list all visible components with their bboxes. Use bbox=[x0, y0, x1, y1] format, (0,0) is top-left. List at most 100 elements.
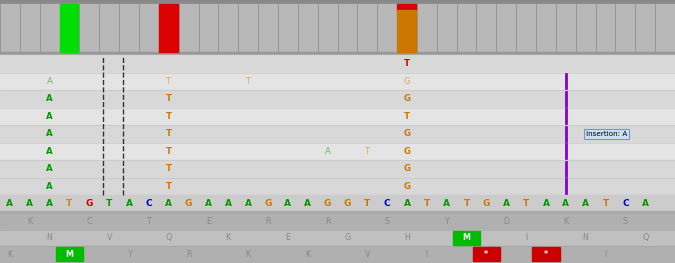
Bar bbox=[453, 231, 481, 245]
Text: A: A bbox=[562, 199, 569, 208]
Bar bbox=[0, 143, 675, 160]
Text: S: S bbox=[623, 217, 628, 226]
Text: A: A bbox=[126, 199, 132, 208]
Text: E: E bbox=[206, 217, 211, 226]
Bar bbox=[532, 247, 560, 261]
Text: A: A bbox=[47, 147, 53, 156]
Text: G: G bbox=[86, 199, 93, 208]
Text: T: T bbox=[166, 147, 171, 156]
Text: T: T bbox=[106, 199, 112, 208]
Text: K: K bbox=[246, 250, 250, 259]
Text: A: A bbox=[582, 199, 589, 208]
Bar bbox=[0, 211, 675, 213]
Text: A: A bbox=[443, 199, 450, 208]
Text: A: A bbox=[404, 199, 410, 208]
Text: T: T bbox=[424, 199, 430, 208]
Bar bbox=[55, 247, 84, 261]
Text: Y: Y bbox=[127, 250, 132, 259]
Text: A: A bbox=[7, 199, 14, 208]
Bar bbox=[0, 213, 675, 230]
Text: R: R bbox=[186, 250, 191, 259]
Text: T: T bbox=[364, 147, 370, 156]
Text: A: A bbox=[47, 112, 53, 121]
Text: A: A bbox=[244, 199, 252, 208]
Text: A: A bbox=[47, 129, 53, 138]
Text: M: M bbox=[65, 250, 74, 259]
Text: K: K bbox=[27, 217, 32, 226]
Text: T: T bbox=[523, 199, 529, 208]
Text: A: A bbox=[47, 182, 53, 191]
Text: T: T bbox=[166, 129, 171, 138]
Text: G: G bbox=[404, 164, 410, 173]
Text: A: A bbox=[47, 94, 53, 103]
Text: R: R bbox=[265, 217, 271, 226]
Text: I: I bbox=[525, 233, 527, 242]
Bar bbox=[0, 195, 675, 211]
Text: A: A bbox=[304, 199, 311, 208]
Text: I: I bbox=[426, 250, 428, 259]
Text: R: R bbox=[325, 217, 330, 226]
Text: C: C bbox=[86, 217, 92, 226]
Text: A: A bbox=[325, 147, 331, 156]
Text: *: * bbox=[544, 250, 548, 259]
Text: G: G bbox=[344, 233, 350, 242]
Text: C: C bbox=[146, 199, 152, 208]
Text: G: G bbox=[324, 199, 331, 208]
Text: T: T bbox=[404, 59, 410, 68]
Text: A: A bbox=[47, 77, 53, 86]
Text: C: C bbox=[384, 199, 390, 208]
Text: T: T bbox=[166, 94, 171, 103]
Text: G: G bbox=[483, 199, 490, 208]
Bar bbox=[397, 10, 416, 52]
Bar bbox=[0, 73, 675, 90]
Text: G: G bbox=[404, 94, 410, 103]
Bar bbox=[159, 4, 178, 52]
Text: *: * bbox=[485, 250, 489, 259]
Bar bbox=[0, 4, 675, 52]
Text: D: D bbox=[503, 217, 510, 226]
Text: V: V bbox=[107, 233, 112, 242]
Text: A: A bbox=[503, 199, 510, 208]
Bar bbox=[472, 247, 500, 261]
Text: A: A bbox=[642, 199, 649, 208]
Bar bbox=[0, 0, 675, 4]
Text: K: K bbox=[7, 250, 13, 259]
Bar bbox=[0, 178, 675, 195]
Text: T: T bbox=[364, 199, 371, 208]
Text: E: E bbox=[286, 233, 290, 242]
Text: T: T bbox=[166, 77, 171, 86]
Bar bbox=[0, 55, 675, 73]
Bar bbox=[0, 160, 675, 178]
Text: S: S bbox=[385, 217, 389, 226]
Text: G: G bbox=[404, 129, 410, 138]
Text: A: A bbox=[225, 199, 232, 208]
Text: C: C bbox=[622, 199, 628, 208]
Text: T: T bbox=[404, 112, 410, 121]
Text: T: T bbox=[166, 112, 171, 121]
Text: I: I bbox=[604, 250, 607, 259]
Text: A: A bbox=[205, 199, 212, 208]
Text: T: T bbox=[464, 199, 470, 208]
Bar bbox=[0, 108, 675, 125]
Text: A: A bbox=[26, 199, 33, 208]
Text: G: G bbox=[265, 199, 272, 208]
Text: N: N bbox=[47, 233, 53, 242]
Bar bbox=[0, 246, 675, 262]
Text: G: G bbox=[404, 182, 410, 191]
Text: M: M bbox=[462, 233, 470, 242]
Text: T: T bbox=[246, 77, 251, 86]
Text: H: H bbox=[404, 233, 410, 242]
Bar bbox=[0, 90, 675, 108]
Bar bbox=[0, 52, 675, 55]
Text: T: T bbox=[146, 217, 151, 226]
Text: Y: Y bbox=[444, 217, 449, 226]
Text: G: G bbox=[404, 77, 410, 86]
Text: K: K bbox=[225, 233, 231, 242]
Text: N: N bbox=[583, 233, 589, 242]
Text: K: K bbox=[305, 250, 310, 259]
Text: Q: Q bbox=[642, 233, 649, 242]
Text: A: A bbox=[46, 199, 53, 208]
Text: T: T bbox=[166, 164, 171, 173]
Text: A: A bbox=[47, 164, 53, 173]
Bar bbox=[0, 230, 675, 246]
